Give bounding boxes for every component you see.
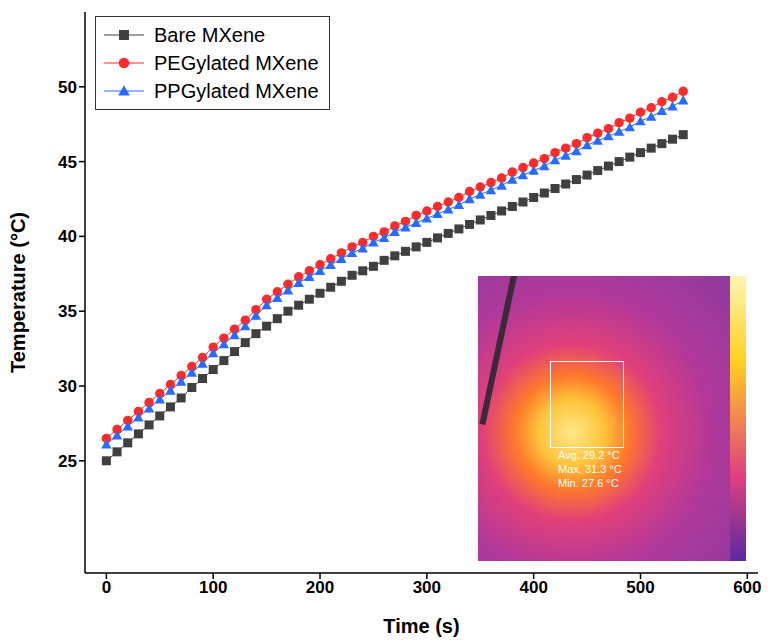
- html-text:Bare MXene: Bare MXene: [154, 23, 266, 46]
- svg-text:Time (s): Time (s): [383, 615, 459, 637]
- html-text:Min. 27.6 °C: Min. 27.6 °C: [558, 477, 619, 489]
- svg-text:25: 25: [58, 452, 77, 471]
- svg-text:40: 40: [58, 227, 77, 246]
- svg-text:35: 35: [58, 302, 77, 321]
- html-text:PEGylated MXene: PEGylated MXene: [154, 51, 319, 74]
- html-text:Avg. 29.2 °C: Avg. 29.2 °C: [558, 449, 620, 461]
- svg-text:50: 50: [58, 78, 77, 97]
- svg-text:0: 0: [102, 578, 111, 597]
- svg-text:300: 300: [413, 578, 441, 597]
- html-text:PPGylated MXene: PPGylated MXene: [154, 79, 319, 102]
- svg-text:Temperature (°C): Temperature (°C): [7, 212, 29, 373]
- svg-text:500: 500: [626, 578, 654, 597]
- svg-text:100: 100: [199, 578, 227, 597]
- svg-text:200: 200: [306, 578, 334, 597]
- svg-text:400: 400: [519, 578, 547, 597]
- svg-text:30: 30: [58, 377, 77, 396]
- svg-text:45: 45: [58, 153, 77, 172]
- svg-text:600: 600: [733, 578, 761, 597]
- html-text:Max. 31.3 °C: Max. 31.3 °C: [558, 463, 622, 475]
